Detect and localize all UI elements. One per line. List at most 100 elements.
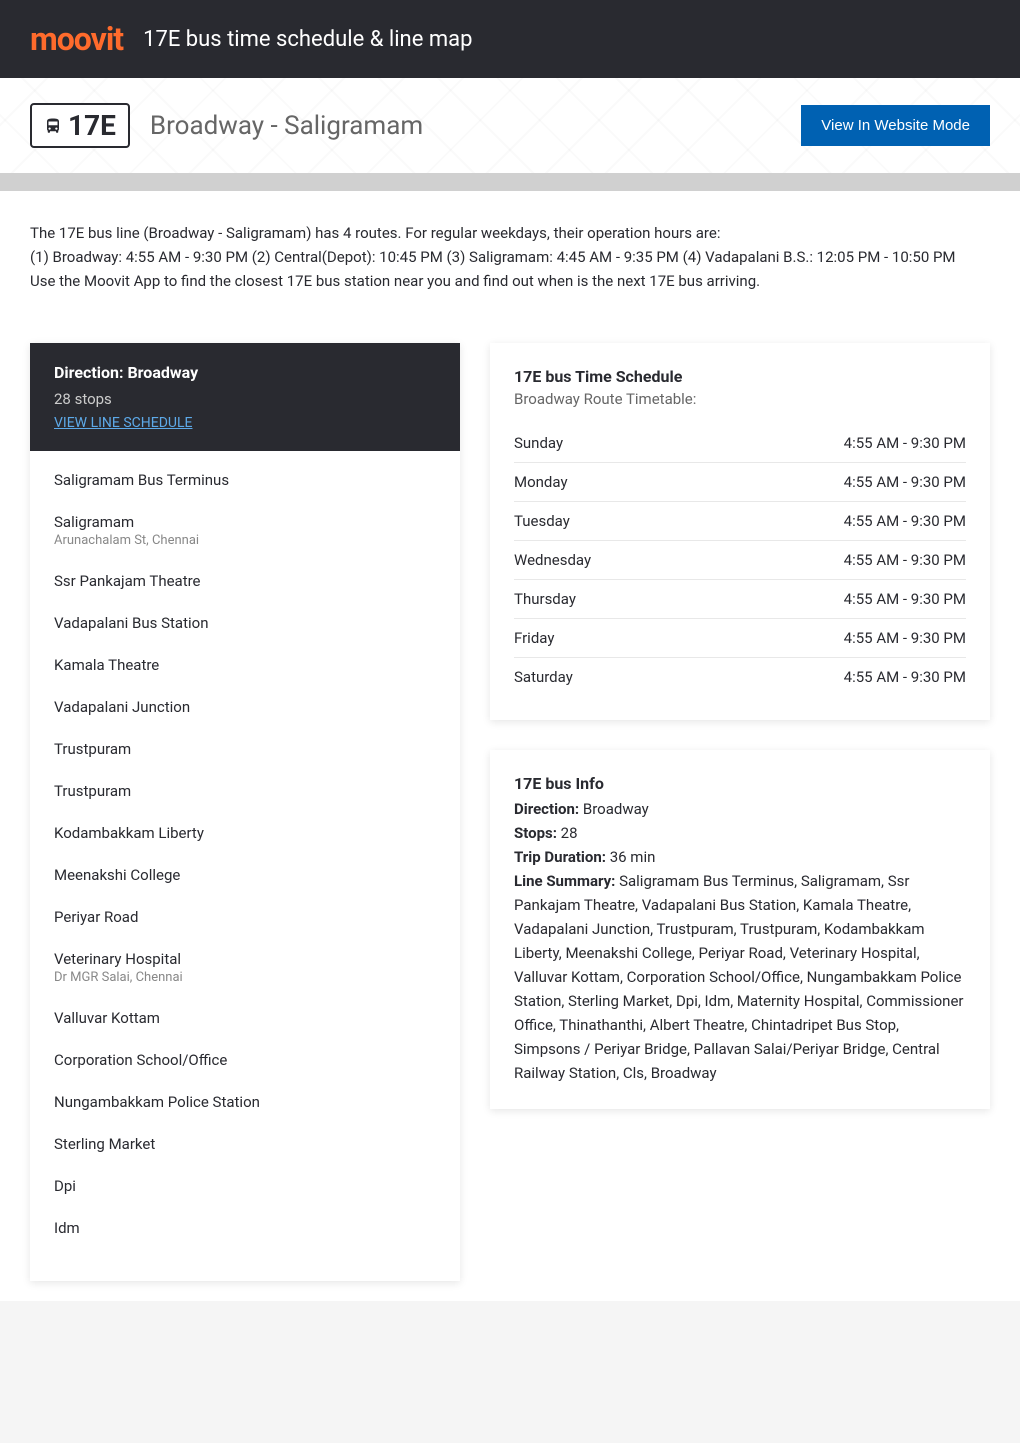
route-header: 17E Broadway - Saligramam View In Websit…: [0, 78, 1020, 173]
direction-header: Direction: Broadway 28 stops VIEW LINE S…: [30, 343, 460, 451]
stop-item: Meenakshi College: [54, 866, 436, 884]
schedule-title: 17E bus Time Schedule: [514, 367, 966, 386]
info-duration-label: Trip Duration:: [514, 848, 606, 866]
info-stops: Stops: 28: [514, 821, 966, 845]
info-direction: Direction: Broadway: [514, 797, 966, 821]
stop-name: Dpi: [54, 1177, 436, 1195]
stop-detail: Dr MGR Salai, Chennai: [54, 970, 436, 985]
moovit-logo: moovit: [30, 20, 123, 58]
stop-name: Nungambakkam Police Station: [54, 1093, 436, 1111]
info-duration-value: 36 min: [606, 848, 655, 866]
info-card: 17E bus Info Direction: Broadway Stops: …: [490, 750, 990, 1109]
stop-item: Sterling Market: [54, 1135, 436, 1153]
stops-panel: Direction: Broadway 28 stops VIEW LINE S…: [30, 343, 460, 1281]
schedule-card: 17E bus Time Schedule Broadway Route Tim…: [490, 343, 990, 720]
stop-name: Kamala Theatre: [54, 656, 436, 674]
stop-name: Vadapalani Bus Station: [54, 614, 436, 632]
info-summary-value: Saligramam Bus Terminus, Saligramam, Ssr…: [514, 872, 963, 1082]
schedule-day: Friday: [514, 629, 554, 647]
stop-item: Dpi: [54, 1177, 436, 1195]
stop-item: Vadapalani Bus Station: [54, 614, 436, 632]
info-direction-label: Direction:: [514, 800, 579, 818]
schedule-row: Friday 4:55 AM - 9:30 PM: [514, 619, 966, 658]
stop-item: Veterinary Hospital Dr MGR Salai, Chennai: [54, 950, 436, 985]
page-header: moovit 17E bus time schedule & line map: [0, 0, 1020, 78]
stop-item: Idm: [54, 1219, 436, 1237]
stop-item: Ssr Pankajam Theatre: [54, 572, 436, 590]
view-website-button[interactable]: View In Website Mode: [801, 105, 990, 146]
schedule-subtitle: Broadway Route Timetable:: [514, 390, 966, 408]
page-title: 17E bus time schedule & line map: [143, 27, 472, 52]
info-title: 17E bus Info: [514, 774, 966, 793]
stop-item: Corporation School/Office: [54, 1051, 436, 1069]
stop-name: Idm: [54, 1219, 436, 1237]
stop-name: Kodambakkam Liberty: [54, 824, 436, 842]
schedule-day: Sunday: [514, 434, 563, 452]
stop-item: Trustpuram: [54, 782, 436, 800]
route-description: The 17E bus line (Broadway - Saligramam)…: [0, 191, 1020, 323]
stop-item: Kodambakkam Liberty: [54, 824, 436, 842]
info-summary-label: Line Summary:: [514, 872, 615, 890]
schedule-time: 4:55 AM - 9:30 PM: [844, 473, 966, 491]
stop-name: Valluvar Kottam: [54, 1009, 436, 1027]
schedule-row: Thursday 4:55 AM - 9:30 PM: [514, 580, 966, 619]
stop-name: Veterinary Hospital: [54, 950, 436, 968]
schedule-day: Monday: [514, 473, 568, 491]
schedule-time: 4:55 AM - 9:30 PM: [844, 551, 966, 569]
stop-name: Meenakshi College: [54, 866, 436, 884]
stop-name: Corporation School/Office: [54, 1051, 436, 1069]
stop-item: Kamala Theatre: [54, 656, 436, 674]
schedule-row: Wednesday 4:55 AM - 9:30 PM: [514, 541, 966, 580]
schedule-day: Saturday: [514, 668, 573, 686]
stop-item: Valluvar Kottam: [54, 1009, 436, 1027]
right-column: 17E bus Time Schedule Broadway Route Tim…: [490, 343, 990, 1109]
schedule-table: Sunday 4:55 AM - 9:30 PM Monday 4:55 AM - 9…: [514, 424, 966, 696]
schedule-day: Tuesday: [514, 512, 570, 530]
schedule-time: 4:55 AM - 9:30 PM: [844, 590, 966, 608]
info-duration: Trip Duration: 36 min: [514, 845, 966, 869]
schedule-row: Monday 4:55 AM - 9:30 PM: [514, 463, 966, 502]
description-line-2: (1) Broadway: 4:55 AM - 9:30 PM (2) Cent…: [30, 245, 990, 269]
schedule-time: 4:55 AM - 9:30 PM: [844, 629, 966, 647]
route-number: 17E: [68, 109, 116, 142]
stop-item: Trustpuram: [54, 740, 436, 758]
stop-name: Periyar Road: [54, 908, 436, 926]
stops-list: Saligramam Bus Terminus Saligramam Arunach…: [30, 451, 460, 1281]
stop-name: Ssr Pankajam Theatre: [54, 572, 436, 590]
schedule-row: Tuesday 4:55 AM - 9:30 PM: [514, 502, 966, 541]
description-line-3: Use the Moovit App to find the closest 1…: [30, 269, 990, 293]
schedule-row: Sunday 4:55 AM - 9:30 PM: [514, 424, 966, 463]
stop-name: Trustpuram: [54, 782, 436, 800]
stop-name: Vadapalani Junction: [54, 698, 436, 716]
stop-item: Saligramam Bus Terminus: [54, 471, 436, 489]
info-direction-value: Broadway: [579, 800, 649, 818]
stop-name: Trustpuram: [54, 740, 436, 758]
info-stops-value: 28: [557, 824, 578, 842]
stop-name: Sterling Market: [54, 1135, 436, 1153]
route-name: Broadway - Saligramam: [150, 111, 423, 141]
schedule-time: 4:55 AM - 9:30 PM: [844, 512, 966, 530]
main-content: Direction: Broadway 28 stops VIEW LINE S…: [0, 323, 1020, 1301]
stop-item: Vadapalani Junction: [54, 698, 436, 716]
direction-title: Direction: Broadway: [54, 363, 436, 382]
schedule-day: Wednesday: [514, 551, 591, 569]
stop-item: Saligramam Arunachalam St, Chennai: [54, 513, 436, 548]
description-line-1: The 17E bus line (Broadway - Saligramam)…: [30, 221, 990, 245]
gray-divider: [0, 173, 1020, 191]
stop-detail: Arunachalam St, Chennai: [54, 533, 436, 548]
schedule-time: 4:55 AM - 9:30 PM: [844, 668, 966, 686]
view-schedule-link[interactable]: VIEW LINE SCHEDULE: [54, 415, 192, 431]
stop-item: Periyar Road: [54, 908, 436, 926]
route-badge: 17E: [30, 103, 130, 148]
stops-count: 28 stops: [54, 390, 436, 408]
schedule-day: Thursday: [514, 590, 576, 608]
stop-item: Nungambakkam Police Station: [54, 1093, 436, 1111]
stop-name: Saligramam Bus Terminus: [54, 471, 436, 489]
schedule-row: Saturday 4:55 AM - 9:30 PM: [514, 658, 966, 696]
stop-name: Saligramam: [54, 513, 436, 531]
info-stops-label: Stops:: [514, 824, 557, 842]
bus-icon: [44, 117, 62, 135]
schedule-time: 4:55 AM - 9:30 PM: [844, 434, 966, 452]
info-summary: Line Summary: Saligramam Bus Terminus, S…: [514, 869, 966, 1085]
route-header-left: 17E Broadway - Saligramam: [30, 103, 423, 148]
